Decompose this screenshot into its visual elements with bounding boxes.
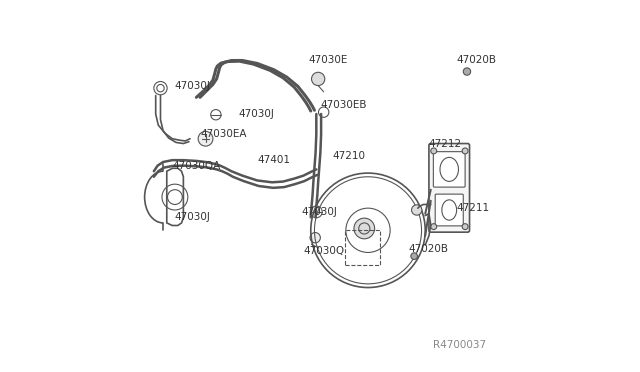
Circle shape [462, 224, 468, 230]
Circle shape [354, 218, 374, 239]
Circle shape [463, 68, 470, 75]
Text: 47030EB: 47030EB [320, 100, 367, 110]
Circle shape [154, 81, 167, 95]
FancyBboxPatch shape [435, 194, 463, 226]
Text: 47210: 47210 [333, 151, 366, 161]
Text: 47401: 47401 [257, 155, 290, 165]
Text: 47030J: 47030J [239, 109, 275, 119]
Circle shape [462, 148, 468, 154]
Text: 47030EA: 47030EA [200, 129, 246, 139]
Text: R4700037: R4700037 [433, 340, 486, 350]
Text: 47030Q: 47030Q [303, 246, 344, 256]
Text: 47020B: 47020B [456, 55, 497, 65]
Text: 47030J: 47030J [174, 212, 210, 222]
Text: 47211: 47211 [456, 203, 490, 213]
Circle shape [198, 131, 213, 146]
Circle shape [431, 224, 436, 230]
Circle shape [310, 232, 321, 243]
FancyBboxPatch shape [433, 152, 465, 187]
Text: 47212: 47212 [429, 138, 462, 148]
FancyBboxPatch shape [429, 144, 470, 232]
Circle shape [411, 253, 417, 260]
Text: 47020B: 47020B [408, 244, 449, 254]
Bar [345, 230, 380, 265]
Text: 47030E: 47030E [309, 55, 348, 65]
Text: 47030J: 47030J [301, 207, 337, 217]
Circle shape [431, 148, 436, 154]
Text: 47030QA: 47030QA [172, 161, 221, 171]
Circle shape [412, 205, 422, 215]
Text: 47030J: 47030J [174, 81, 210, 91]
Circle shape [312, 72, 324, 86]
